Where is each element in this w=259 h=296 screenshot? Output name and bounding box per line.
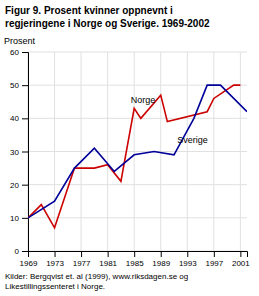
grid-line-y [28, 217, 247, 218]
x-tick: 1977 [73, 251, 91, 268]
x-tick: 1969 [20, 251, 38, 268]
grid-line-y [28, 184, 247, 185]
x-tick: 1997 [205, 251, 223, 268]
x-tick-mark [134, 251, 135, 257]
x-tick: 1985 [126, 251, 144, 268]
y-tick-label: 40 [10, 114, 19, 123]
y-axis: 0 10 20 30 40 50 60 [10, 48, 28, 256]
y-tick-mark [22, 185, 28, 186]
y-tick: 20 [10, 181, 28, 190]
grid-line-y [28, 118, 247, 119]
x-tick-mark [55, 251, 56, 257]
x-tick-mark [240, 251, 241, 257]
x-tick-label: 1989 [152, 259, 170, 268]
y-tick: 50 [10, 81, 28, 90]
y-tick: 40 [10, 114, 28, 123]
x-tick-mark [81, 251, 82, 257]
grid [28, 52, 247, 251]
y-tick: 10 [10, 214, 28, 223]
series-line [28, 85, 247, 218]
chart: Figur 9. Prosent kvinner oppnevnt iregje… [0, 0, 259, 296]
x-tick-label: 1977 [73, 259, 91, 268]
x-tick-label: 1985 [126, 259, 144, 268]
x-tick: 1989 [152, 251, 170, 268]
x-axis-line [29, 252, 248, 258]
y-tick: 0 [15, 247, 28, 256]
lines [28, 85, 247, 228]
x-tick-mark [161, 251, 162, 257]
series-line [28, 85, 240, 228]
x-tick-label: 1997 [205, 259, 223, 268]
y-axis-label: Prosent [4, 36, 36, 46]
y-tick-mark [22, 52, 28, 53]
plot: 1969 1973 1977 1981 1985 1989 1993 1997 2001 0 10 2… [10, 48, 250, 268]
title: Figur 9. Prosent kvinner oppnevnt iregje… [5, 5, 210, 29]
grid-line-y [28, 151, 247, 152]
y-tick-label: 50 [10, 81, 19, 90]
y-tick-mark [22, 118, 28, 119]
y-tick: 30 [10, 148, 28, 157]
y-tick-mark [22, 152, 28, 153]
y-axis-line [22, 53, 29, 252]
y-tick: 60 [10, 48, 28, 57]
annotation: Norge [131, 95, 156, 105]
x-tick: 1981 [99, 251, 117, 268]
y-tick-label: 60 [10, 48, 19, 57]
x-axis: 1969 1973 1977 1981 1985 1989 1993 1997 2001 [20, 251, 251, 268]
x-tick-mark [108, 251, 109, 257]
x-tick: 1993 [179, 251, 197, 268]
y-tick-label: 10 [10, 214, 19, 223]
x-tick-label: 2001 [232, 259, 250, 268]
x-tick-label: 1993 [179, 259, 197, 268]
y-tick-label: 20 [10, 181, 19, 190]
x-tick-label: 1981 [99, 259, 117, 268]
x-tick-mark [187, 251, 188, 257]
x-tick: 2001 [232, 251, 250, 268]
x-tick-label: 1969 [20, 259, 38, 268]
y-tick-mark [22, 218, 28, 219]
source: Kilder: Bergqvist et. al (1999), www.rik… [5, 272, 188, 291]
x-tick-mark [214, 251, 215, 257]
y-tick-label: 30 [10, 148, 19, 157]
y-tick-mark [22, 85, 28, 86]
y-tick-label: 0 [15, 247, 20, 256]
x-tick-label: 1973 [46, 259, 64, 268]
x-tick: 1973 [46, 251, 64, 268]
grid-line-y [28, 52, 247, 53]
y-tick-mark [22, 251, 28, 252]
annotation: Sverige [177, 135, 208, 145]
